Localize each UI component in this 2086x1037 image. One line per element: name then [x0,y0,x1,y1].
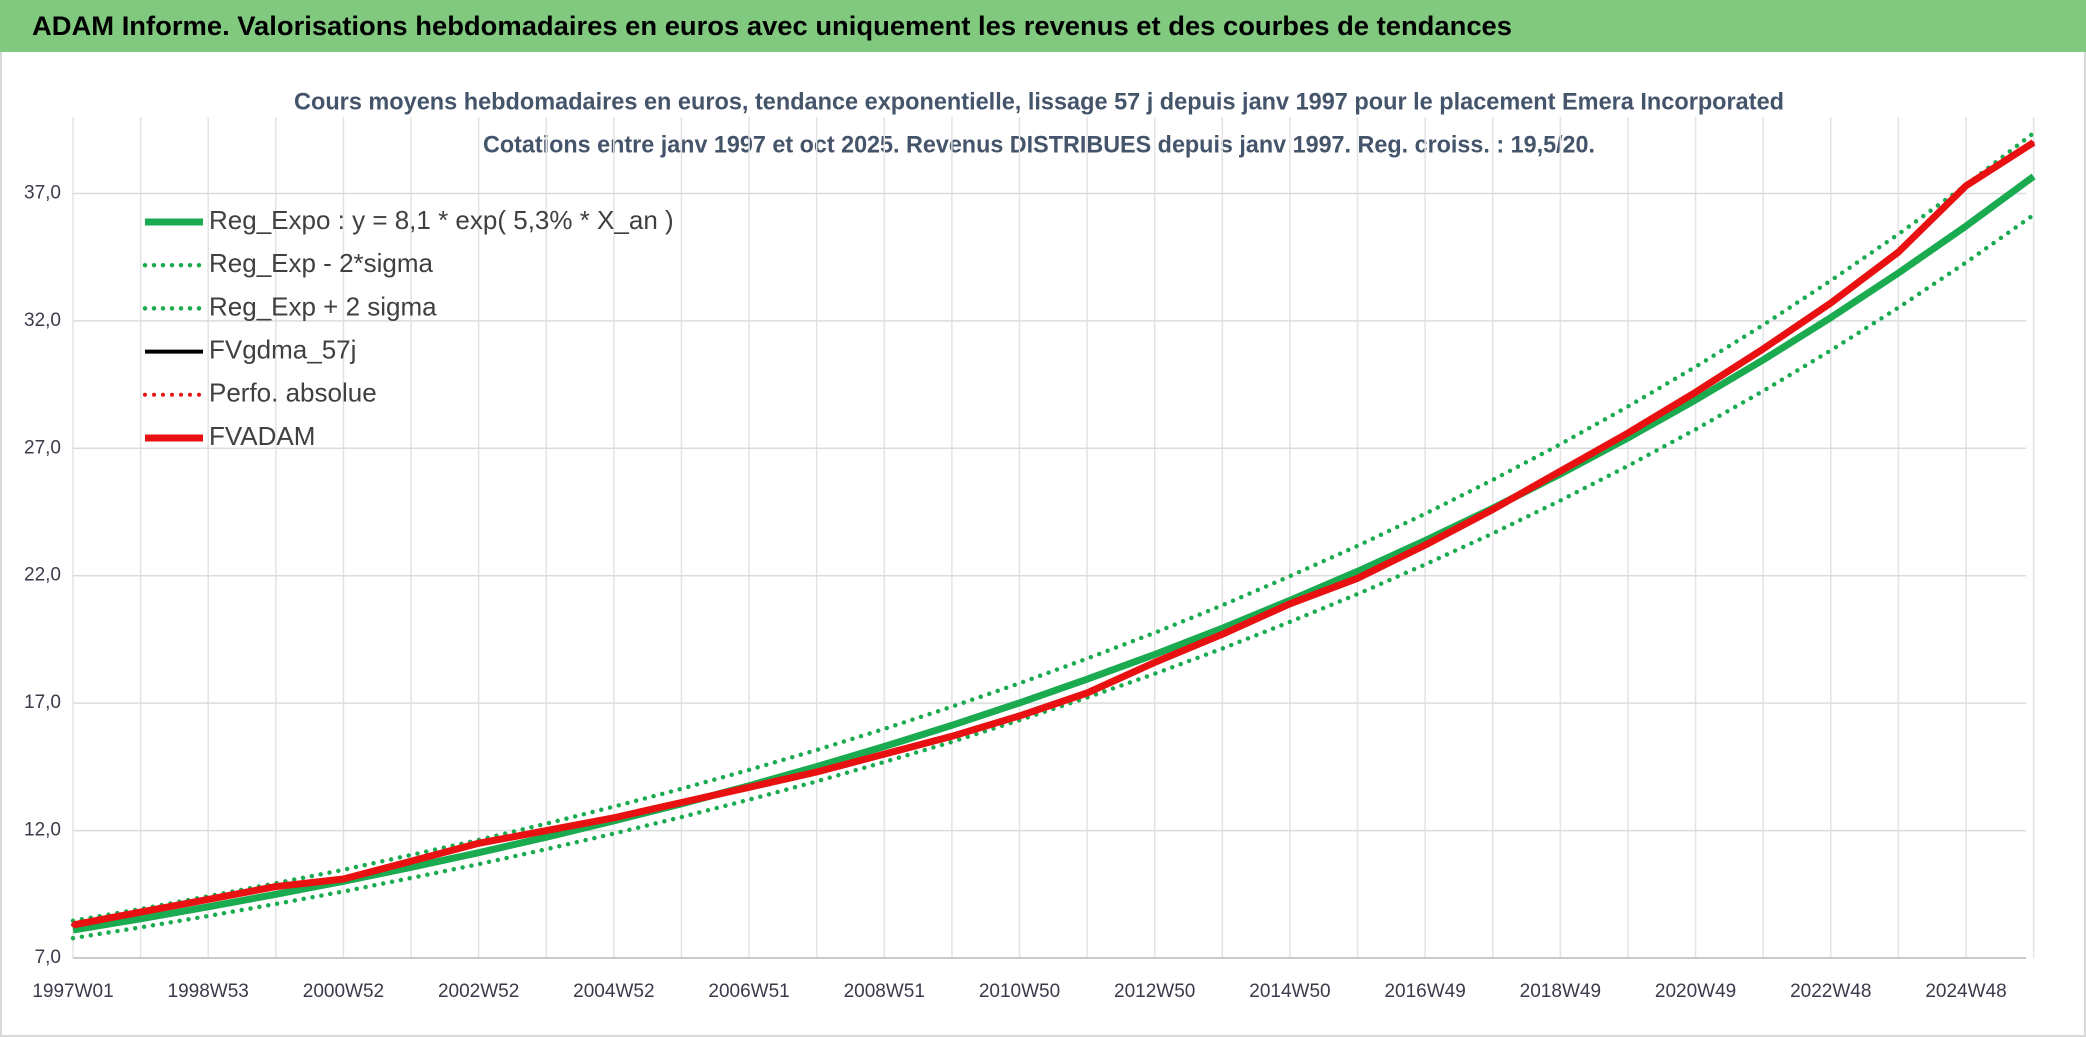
header-title: ADAM Informe. Valorisations hebdomadaire… [32,11,1512,41]
x-tick-label: 2022W48 [1790,981,1871,1002]
chart-title: Cours moyens hebdomadaires en euros, ten… [294,88,1784,115]
legend: Reg_Expo : y = 8,1 * exp( 5,3% * X_an ) R… [142,205,674,451]
x-tick-label: 1997W01 [32,981,113,1002]
y-tick-label: 27,0 [24,437,61,458]
x-tick-label: 2016W49 [1384,981,1465,1002]
axes: 7,0 12,0 17,0 22,0 27,0 32,0 37,0 1997W01 1998W5… [24,182,2026,1002]
y-tick-label: 32,0 [24,310,61,331]
x-tick-label: 2010W50 [979,981,1060,1002]
series-line [70,212,2036,941]
chart-subtitle: Cotations entre janv 1997 et oct 2025. R… [483,131,1595,158]
legend-label: Reg_Expo : y = 8,1 * exp( 5,3% * X_an ) [209,205,674,235]
y-tick-label: 17,0 [24,692,61,713]
x-tick-label: 2006W51 [708,981,789,1002]
x-tick-label: 2020W49 [1655,981,1736,1002]
y-tick-label: 12,0 [24,820,61,841]
x-tick-label: 2014W50 [1249,981,1330,1002]
x-tick-label: 2002W52 [438,981,519,1002]
y-tick-label: 7,0 [35,947,61,968]
legend-label: FVADAM [209,421,315,451]
y-tick-label: 37,0 [24,182,61,203]
x-tick-label: 2012W50 [1114,981,1195,1002]
header-bar [0,0,2086,52]
legend-label: Reg_Exp - 2*sigma [209,248,434,278]
x-tick-label: 2024W48 [1925,981,2006,1002]
series-line [70,130,2036,924]
x-tick-label: 1998W53 [168,981,249,1002]
series-line [72,139,2036,929]
legend-label: Reg_Exp + 2 sigma [209,291,437,321]
x-tick-label: 2004W52 [573,981,654,1002]
x-tick-label: 2008W51 [844,981,925,1002]
legend-label: Perfo. absolue [209,378,377,408]
plot [70,130,2036,941]
series-line [72,173,2036,934]
legend-label: FVgdma_57j [209,334,356,364]
x-tick-label: 2018W49 [1520,981,1601,1002]
x-tick-label: 2000W52 [303,981,384,1002]
y-tick-label: 22,0 [24,565,61,586]
